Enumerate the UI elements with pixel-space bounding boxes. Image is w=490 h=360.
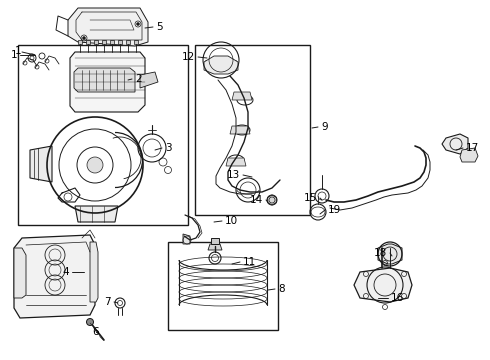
Text: 18: 18	[374, 248, 387, 258]
Polygon shape	[354, 268, 412, 302]
Bar	[78, 40, 82, 44]
Bar	[86, 40, 90, 44]
Text: 9: 9	[321, 122, 328, 132]
Polygon shape	[90, 242, 98, 302]
Polygon shape	[226, 158, 246, 166]
Circle shape	[87, 319, 94, 325]
Polygon shape	[14, 235, 95, 318]
Bar	[102, 40, 106, 44]
Text: 13: 13	[227, 170, 240, 180]
Polygon shape	[68, 8, 148, 46]
Circle shape	[82, 36, 85, 40]
Bar	[134, 40, 138, 44]
Text: 1: 1	[10, 50, 17, 60]
Circle shape	[137, 23, 140, 26]
Polygon shape	[30, 146, 52, 182]
Text: 3: 3	[165, 143, 172, 153]
Bar	[126, 40, 130, 44]
Polygon shape	[204, 56, 238, 74]
Polygon shape	[230, 126, 250, 134]
Bar	[211, 238, 219, 244]
Text: 11: 11	[243, 257, 256, 267]
Text: 6: 6	[93, 327, 99, 337]
Text: 17: 17	[466, 143, 479, 153]
Text: 15: 15	[304, 193, 317, 203]
Text: 12: 12	[182, 52, 195, 62]
Bar	[94, 40, 98, 44]
Polygon shape	[460, 148, 478, 162]
Polygon shape	[232, 92, 252, 100]
Polygon shape	[208, 244, 222, 250]
Polygon shape	[70, 52, 145, 112]
Bar	[110, 40, 114, 44]
Bar	[118, 40, 122, 44]
Circle shape	[87, 157, 103, 173]
Text: 4: 4	[62, 267, 69, 277]
Text: 10: 10	[225, 216, 238, 226]
Text: 2: 2	[135, 74, 142, 84]
Polygon shape	[268, 195, 276, 205]
Polygon shape	[378, 244, 402, 264]
Text: 16: 16	[391, 293, 404, 303]
Text: 7: 7	[104, 297, 111, 307]
Text: 14: 14	[250, 195, 263, 205]
Polygon shape	[140, 72, 158, 88]
Polygon shape	[14, 248, 26, 298]
Polygon shape	[74, 68, 135, 92]
Text: 5: 5	[156, 22, 163, 32]
Polygon shape	[75, 206, 118, 222]
Bar	[168, 242, 278, 330]
Bar	[18, 45, 188, 225]
Text: 8: 8	[278, 284, 285, 294]
Polygon shape	[442, 134, 468, 154]
Text: 19: 19	[328, 205, 341, 215]
Bar	[195, 45, 310, 215]
Text: 1: 1	[15, 46, 21, 56]
Polygon shape	[183, 234, 190, 244]
